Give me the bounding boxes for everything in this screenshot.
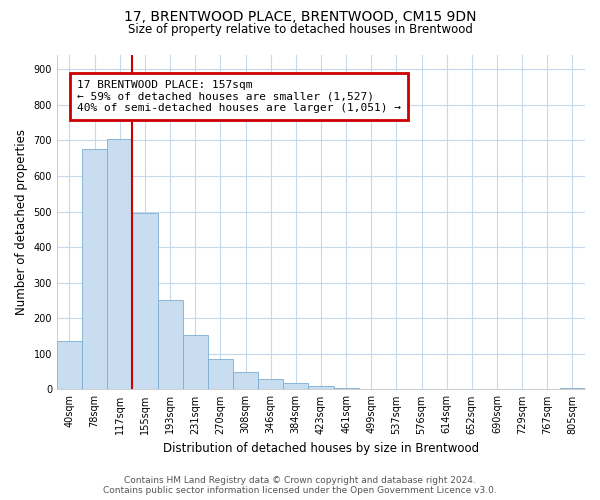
Bar — [233, 372, 258, 390]
Bar — [560, 388, 585, 390]
Bar — [258, 380, 283, 390]
X-axis label: Distribution of detached houses by size in Brentwood: Distribution of detached houses by size … — [163, 442, 479, 455]
Bar — [158, 300, 182, 390]
Text: 17 BRENTWOOD PLACE: 157sqm
← 59% of detached houses are smaller (1,527)
40% of s: 17 BRENTWOOD PLACE: 157sqm ← 59% of deta… — [77, 80, 401, 113]
Y-axis label: Number of detached properties: Number of detached properties — [15, 129, 28, 315]
Text: Contains HM Land Registry data © Crown copyright and database right 2024.
Contai: Contains HM Land Registry data © Crown c… — [103, 476, 497, 495]
Bar — [308, 386, 334, 390]
Text: 17, BRENTWOOD PLACE, BRENTWOOD, CM15 9DN: 17, BRENTWOOD PLACE, BRENTWOOD, CM15 9DN — [124, 10, 476, 24]
Bar — [133, 214, 158, 390]
Text: Size of property relative to detached houses in Brentwood: Size of property relative to detached ho… — [128, 22, 472, 36]
Bar — [82, 150, 107, 390]
Bar — [208, 359, 233, 390]
Bar — [283, 383, 308, 390]
Bar — [57, 342, 82, 390]
Bar — [182, 336, 208, 390]
Bar — [334, 388, 359, 390]
Bar — [359, 388, 384, 390]
Bar — [107, 138, 133, 390]
